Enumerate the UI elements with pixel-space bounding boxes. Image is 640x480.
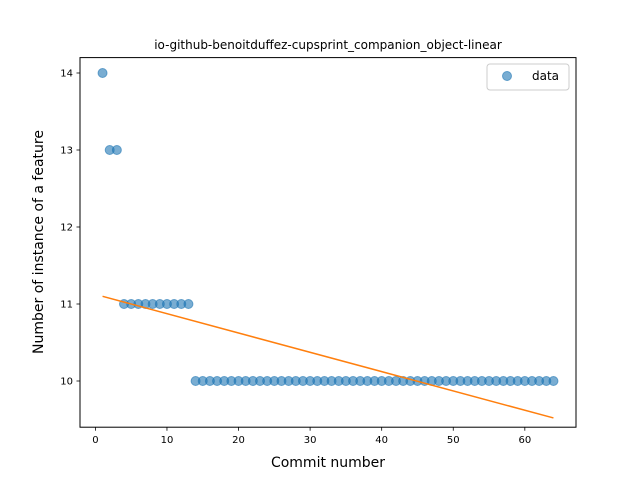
x-tick-label: 0: [92, 435, 98, 446]
y-tick-label: 11: [60, 300, 73, 311]
y-tick-label: 13: [60, 146, 73, 157]
data-point: [183, 299, 194, 309]
y-tick-label: 10: [60, 377, 73, 388]
y-axis-ticks: 10 11 12 13 14: [60, 69, 80, 388]
x-tick-label: 10: [161, 435, 174, 446]
data-point: [548, 376, 559, 386]
data-point: [97, 68, 108, 78]
x-tick-label: 50: [447, 435, 460, 446]
fit-line: [102, 295, 554, 419]
x-tick-label: 60: [518, 435, 531, 446]
x-tick-label: 40: [375, 435, 388, 446]
plot-area: [97, 68, 559, 419]
x-tick-label: 20: [232, 435, 245, 446]
y-tick-label: 14: [60, 69, 73, 80]
x-axis-ticks: 0 10 20 30 40 50 60: [92, 427, 531, 446]
x-tick-label: 30: [304, 435, 317, 446]
y-tick-label: 12: [60, 223, 73, 234]
legend-box: [486, 63, 570, 91]
y-axis-label: Number of instance of a feature: [31, 130, 47, 354]
x-axis-label: Commit number: [271, 455, 385, 471]
legend: data: [486, 63, 570, 91]
chart-title: io-github-benoitduffez-cupsprint_compani…: [154, 38, 502, 52]
legend-label-data: data: [532, 69, 559, 83]
legend-marker-data: [502, 71, 512, 81]
data-point: [111, 145, 122, 155]
axes-frame: [79, 57, 577, 428]
